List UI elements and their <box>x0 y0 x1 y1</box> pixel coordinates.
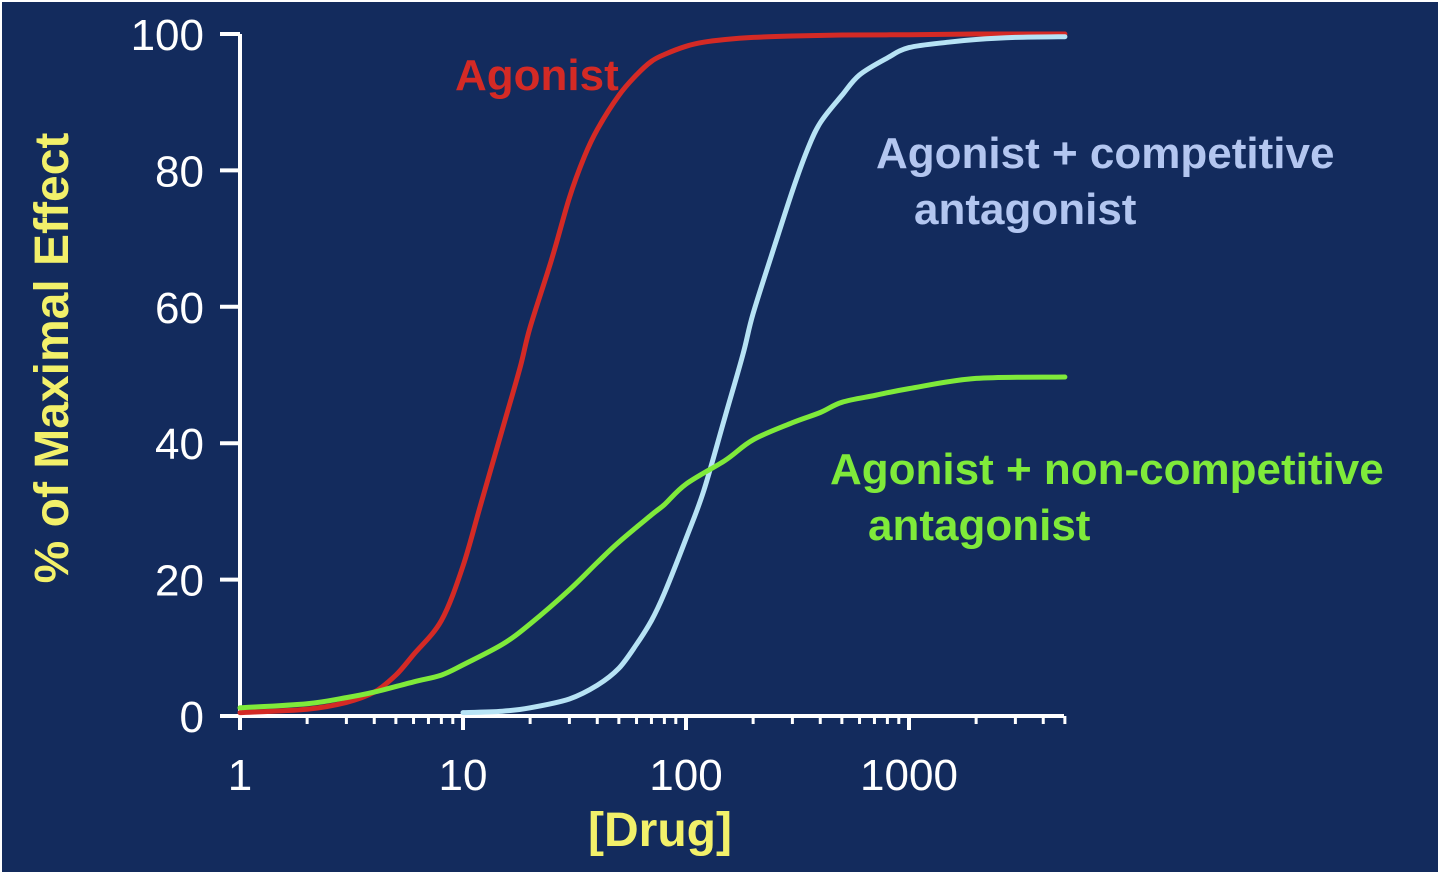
x-tick-label: 1000 <box>860 751 958 800</box>
y-axis-title: % of Maximal Effect <box>26 133 79 584</box>
x-tick-label: 10 <box>439 751 488 800</box>
series-lines <box>237 31 1068 716</box>
competitive-label-line1: Agonist + competitive <box>876 129 1334 178</box>
noncompetitive-label-line1: Agonist + non-competitive <box>830 445 1384 494</box>
competitive-label-line2: antagonist <box>914 185 1137 234</box>
y-tick-label: 20 <box>155 557 204 606</box>
y-tick-label: 80 <box>155 147 204 196</box>
noncompetitive-label-line2: antagonist <box>868 501 1091 550</box>
noncompetitive-antagonist-curve <box>237 374 1068 711</box>
x-axis-title: [Drug] <box>588 804 732 857</box>
y-tick-label: 40 <box>155 420 204 469</box>
x-ticks: 1 10 100 1000 <box>228 716 958 800</box>
y-tick-label: 60 <box>155 284 204 333</box>
competitive-antagonist-curve <box>460 34 1068 716</box>
y-tick-label: 0 <box>180 693 204 742</box>
x-tick-label: 100 <box>649 751 722 800</box>
x-tick-label: 1 <box>228 751 252 800</box>
agonist-curve <box>237 31 1068 716</box>
y-tick-label: 100 <box>131 11 204 60</box>
x-minor-ticks <box>305 716 1067 724</box>
agonist-label: Agonist <box>455 51 619 100</box>
y-ticks: 0 20 40 60 80 100 <box>131 11 240 742</box>
